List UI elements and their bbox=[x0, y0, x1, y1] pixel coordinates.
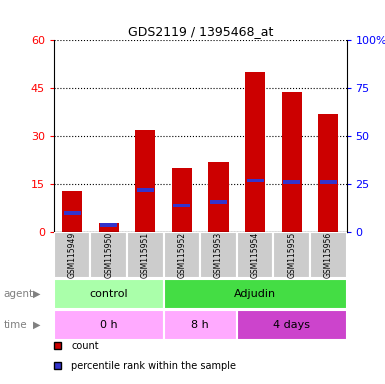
Text: count: count bbox=[71, 341, 99, 351]
Text: GSM115950: GSM115950 bbox=[104, 231, 113, 278]
Bar bbox=[62, 191, 82, 232]
Bar bbox=[237, 232, 273, 278]
Bar bbox=[210, 200, 227, 204]
Bar bbox=[200, 232, 237, 278]
Bar bbox=[320, 180, 337, 184]
Bar bbox=[164, 279, 346, 309]
Text: GSM115954: GSM115954 bbox=[251, 231, 259, 278]
Text: GSM115949: GSM115949 bbox=[68, 231, 77, 278]
Text: ▶: ▶ bbox=[33, 320, 40, 330]
Text: 0 h: 0 h bbox=[100, 320, 117, 330]
Text: GSM115953: GSM115953 bbox=[214, 231, 223, 278]
Text: ▶: ▶ bbox=[33, 289, 40, 299]
Bar bbox=[90, 232, 127, 278]
Bar bbox=[246, 179, 264, 182]
Bar bbox=[127, 232, 164, 278]
Bar bbox=[135, 130, 156, 232]
Bar bbox=[64, 211, 81, 215]
Text: time: time bbox=[4, 320, 27, 330]
Text: 4 days: 4 days bbox=[273, 320, 310, 330]
Bar bbox=[172, 168, 192, 232]
Bar bbox=[173, 204, 191, 207]
Bar bbox=[283, 180, 300, 184]
Bar bbox=[208, 162, 229, 232]
Bar bbox=[281, 91, 302, 232]
Bar bbox=[273, 232, 310, 278]
Text: 8 h: 8 h bbox=[191, 320, 209, 330]
Text: GSM115956: GSM115956 bbox=[324, 231, 333, 278]
Text: GSM115952: GSM115952 bbox=[177, 232, 186, 278]
Bar bbox=[310, 232, 346, 278]
Bar bbox=[164, 310, 237, 340]
Text: agent: agent bbox=[4, 289, 34, 299]
Bar bbox=[54, 310, 164, 340]
Bar bbox=[99, 223, 119, 232]
Title: GDS2119 / 1395468_at: GDS2119 / 1395468_at bbox=[127, 25, 273, 38]
Bar bbox=[237, 310, 346, 340]
Text: control: control bbox=[89, 289, 128, 299]
Bar bbox=[318, 114, 338, 232]
Bar bbox=[54, 279, 164, 309]
Bar bbox=[137, 188, 154, 192]
Bar bbox=[164, 232, 200, 278]
Bar bbox=[245, 72, 265, 232]
Text: GSM115951: GSM115951 bbox=[141, 232, 150, 278]
Text: GSM115955: GSM115955 bbox=[287, 231, 296, 278]
Text: percentile rank within the sample: percentile rank within the sample bbox=[71, 361, 236, 371]
Text: Adjudin: Adjudin bbox=[234, 289, 276, 299]
Bar bbox=[54, 232, 90, 278]
Bar bbox=[100, 223, 117, 227]
